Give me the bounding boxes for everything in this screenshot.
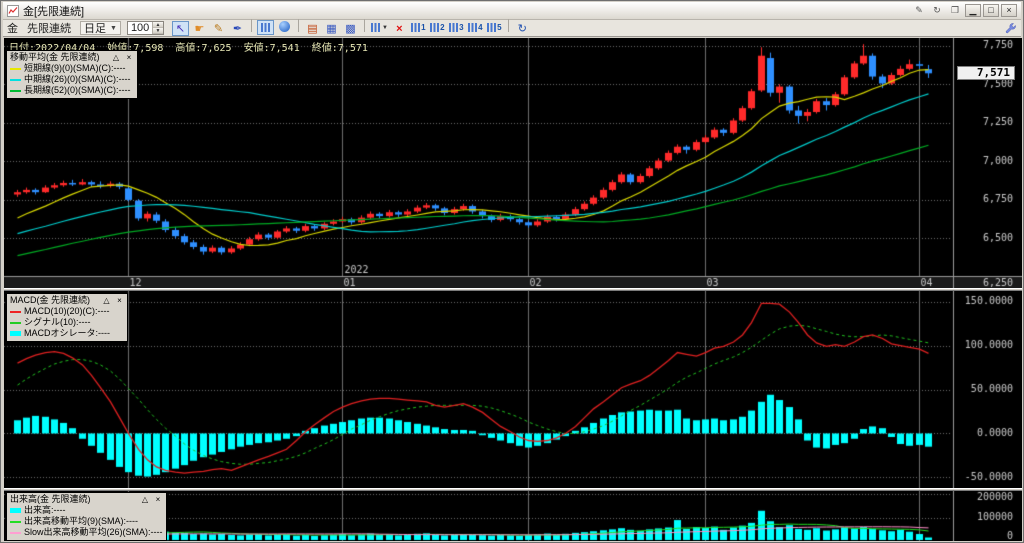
ma-long-label: 長期線(52)(0)(SMA)(C):---- [24,85,131,95]
sphere-icon [278,21,290,33]
annotate-icon[interactable]: ✎ [915,5,923,16]
board-3-button[interactable]: 3 [448,20,465,35]
preset-number: 1 [421,23,426,33]
toolbar-buttons: ↖ ☛ ✎ ✒ ▤ ▦ ▩ ▼ × 1 2 3 4 5 ↻ [171,19,532,37]
ma-long-swatch [10,89,21,92]
bar-chart-icon [370,23,380,33]
toolbar: 金 先限連続 日足 ▼ 100 ▲ ▼ ↖ ☛ ✎ ✒ ▤ ▦ ▩ ▼ × 1 2 3 4 5 ↻ [3,19,1021,37]
toolbar-separator [507,19,509,33]
board-5-button[interactable]: 5 [486,20,503,35]
toolbar-separator [297,19,299,33]
legend-minimize-button[interactable]: △ [112,53,120,62]
duplicate-window-icon[interactable]: ❐ [950,5,960,16]
board-4-button[interactable]: 4 [467,20,484,35]
board-2-button[interactable]: 2 [429,20,446,35]
chart-area [4,38,1022,288]
volume-legend: 出来高(金 先限連続) △ × 出来高:---- 出来高移動平均(9)(SMA)… [6,492,167,541]
macd-chart-canvas[interactable] [4,291,1022,488]
signal-line-swatch [10,321,21,324]
volume-slow-ma-label: Slow出来高移動平均(26)(SMA):---- [24,527,163,537]
preset-number: 3 [459,23,464,33]
preset-number: 4 [478,23,483,33]
volume-legend-title: 出来高(金 先限連続) [10,494,91,504]
bar-chart-icon [411,23,421,33]
legend-minimize-button[interactable]: △ [103,296,110,305]
app-icon [7,4,19,17]
timeframe-value: 日足 [84,23,106,35]
volume-chart-canvas[interactable] [4,491,1022,541]
macd-legend-title: MACD(金 先限連続) [10,295,90,305]
select-cursor-button[interactable]: ↖ [171,21,189,37]
bar-chart-icon [449,23,459,33]
preset-number: 2 [440,23,445,33]
legend-close-button[interactable]: × [155,495,161,504]
toolbar-separator [250,19,252,33]
refresh-button[interactable]: ↻ [517,23,527,36]
ma-mid-swatch [10,78,21,81]
volume-swatch [10,508,21,513]
price-chart-canvas[interactable] [4,38,1022,288]
bar-count-spinner[interactable]: 100 ▲ ▼ [126,21,164,35]
signal-line-label: シグナル(10):---- [24,317,91,327]
macd-area [4,291,1022,488]
symbol-label[interactable]: 金 [7,23,18,35]
macd-osc-label: MACDオシレータ:---- [24,328,110,338]
ma-short-swatch [10,67,21,70]
timeframe-dropdown[interactable]: 日足 ▼ [80,21,121,35]
minimize-button[interactable]: ▁ [965,4,981,18]
ma-legend-title: 移動平均(金 先限連続) [10,52,100,62]
macd-osc-swatch [10,331,21,336]
grid-button[interactable]: ▩ [345,23,356,36]
bar-count-value: 100 [130,22,150,34]
series-label[interactable]: 先限連続 [27,23,71,35]
macd-line-swatch [10,310,21,313]
ohlc-info-bar: 日付:2022/04/04 始値:7,598 高値:7,625 安値:7,541… [9,43,368,54]
macd-legend: MACD(金 先限連続) △ × MACD(10)(20)(C):---- シグ… [6,293,128,342]
chevron-down-icon: ▼ [110,24,117,32]
macd-line-label: MACD(10)(20)(C):---- [24,306,110,316]
bar-chart-icon [430,23,440,33]
board-1-button[interactable]: 1 [410,20,427,35]
close-button[interactable]: × [1001,3,1017,17]
volume-area [4,491,1022,541]
legend-minimize-button[interactable]: △ [141,495,149,504]
panel-separator[interactable] [4,488,1022,491]
window-title: 金[先限連続] [23,5,85,18]
volume-label: 出来高:---- [24,505,66,515]
legend-close-button[interactable]: × [117,296,122,305]
volume-ma-label: 出来高移動平均(9)(SMA):---- [24,516,138,526]
ma-short-label: 短期線(9)(0)(SMA)(C):---- [24,63,126,73]
preset-number: 5 [497,23,502,33]
panel-separator[interactable] [4,288,1022,291]
settings-wrench-icon[interactable] [1004,22,1017,35]
toolbar-separator [363,19,365,33]
legend-close-button[interactable]: × [126,53,132,62]
current-price-label: 7,571 [957,66,1015,80]
pencil-button[interactable]: ✎ [213,23,224,36]
ma-mid-label: 中期線(26)(0)(SMA)(C):---- [24,74,131,84]
bar-chart-icon [260,23,270,33]
bar-chart-icon [487,23,497,33]
ma-legend: 移動平均(金 先限連続) △ × 短期線(9)(0)(SMA)(C):---- … [6,50,138,99]
pen-button[interactable]: ✒ [232,23,243,36]
volume-slow-ma-swatch [10,531,21,534]
bar-chart-icon [468,23,478,33]
scroll-latest-button[interactable] [276,19,293,34]
memo-button[interactable]: ▤ [307,23,318,36]
spinner-buttons: ▲ ▼ [151,22,163,34]
refresh-window-icon[interactable]: ↻ [933,5,941,16]
pan-hand-button[interactable]: ☛ [194,23,205,36]
titlebar-buttons: ✎ ↻ ❐ ▁ □ × [909,3,1017,18]
maximize-button[interactable]: □ [983,3,999,17]
chart-type-button[interactable]: ▼ [370,20,389,35]
spin-down-button[interactable]: ▼ [152,28,163,34]
chevron-down-icon: ▼ [381,24,388,31]
chart-cursor-button[interactable] [256,20,274,36]
quote-table-button[interactable]: ▦ [326,23,337,36]
volume-ma-swatch [10,520,21,523]
delete-chart-button[interactable]: × [396,23,403,36]
titlebar[interactable]: 金[先限連続] ✎ ↻ ❐ ▁ □ × [3,2,1021,20]
spin-up-button[interactable]: ▲ [152,22,163,28]
